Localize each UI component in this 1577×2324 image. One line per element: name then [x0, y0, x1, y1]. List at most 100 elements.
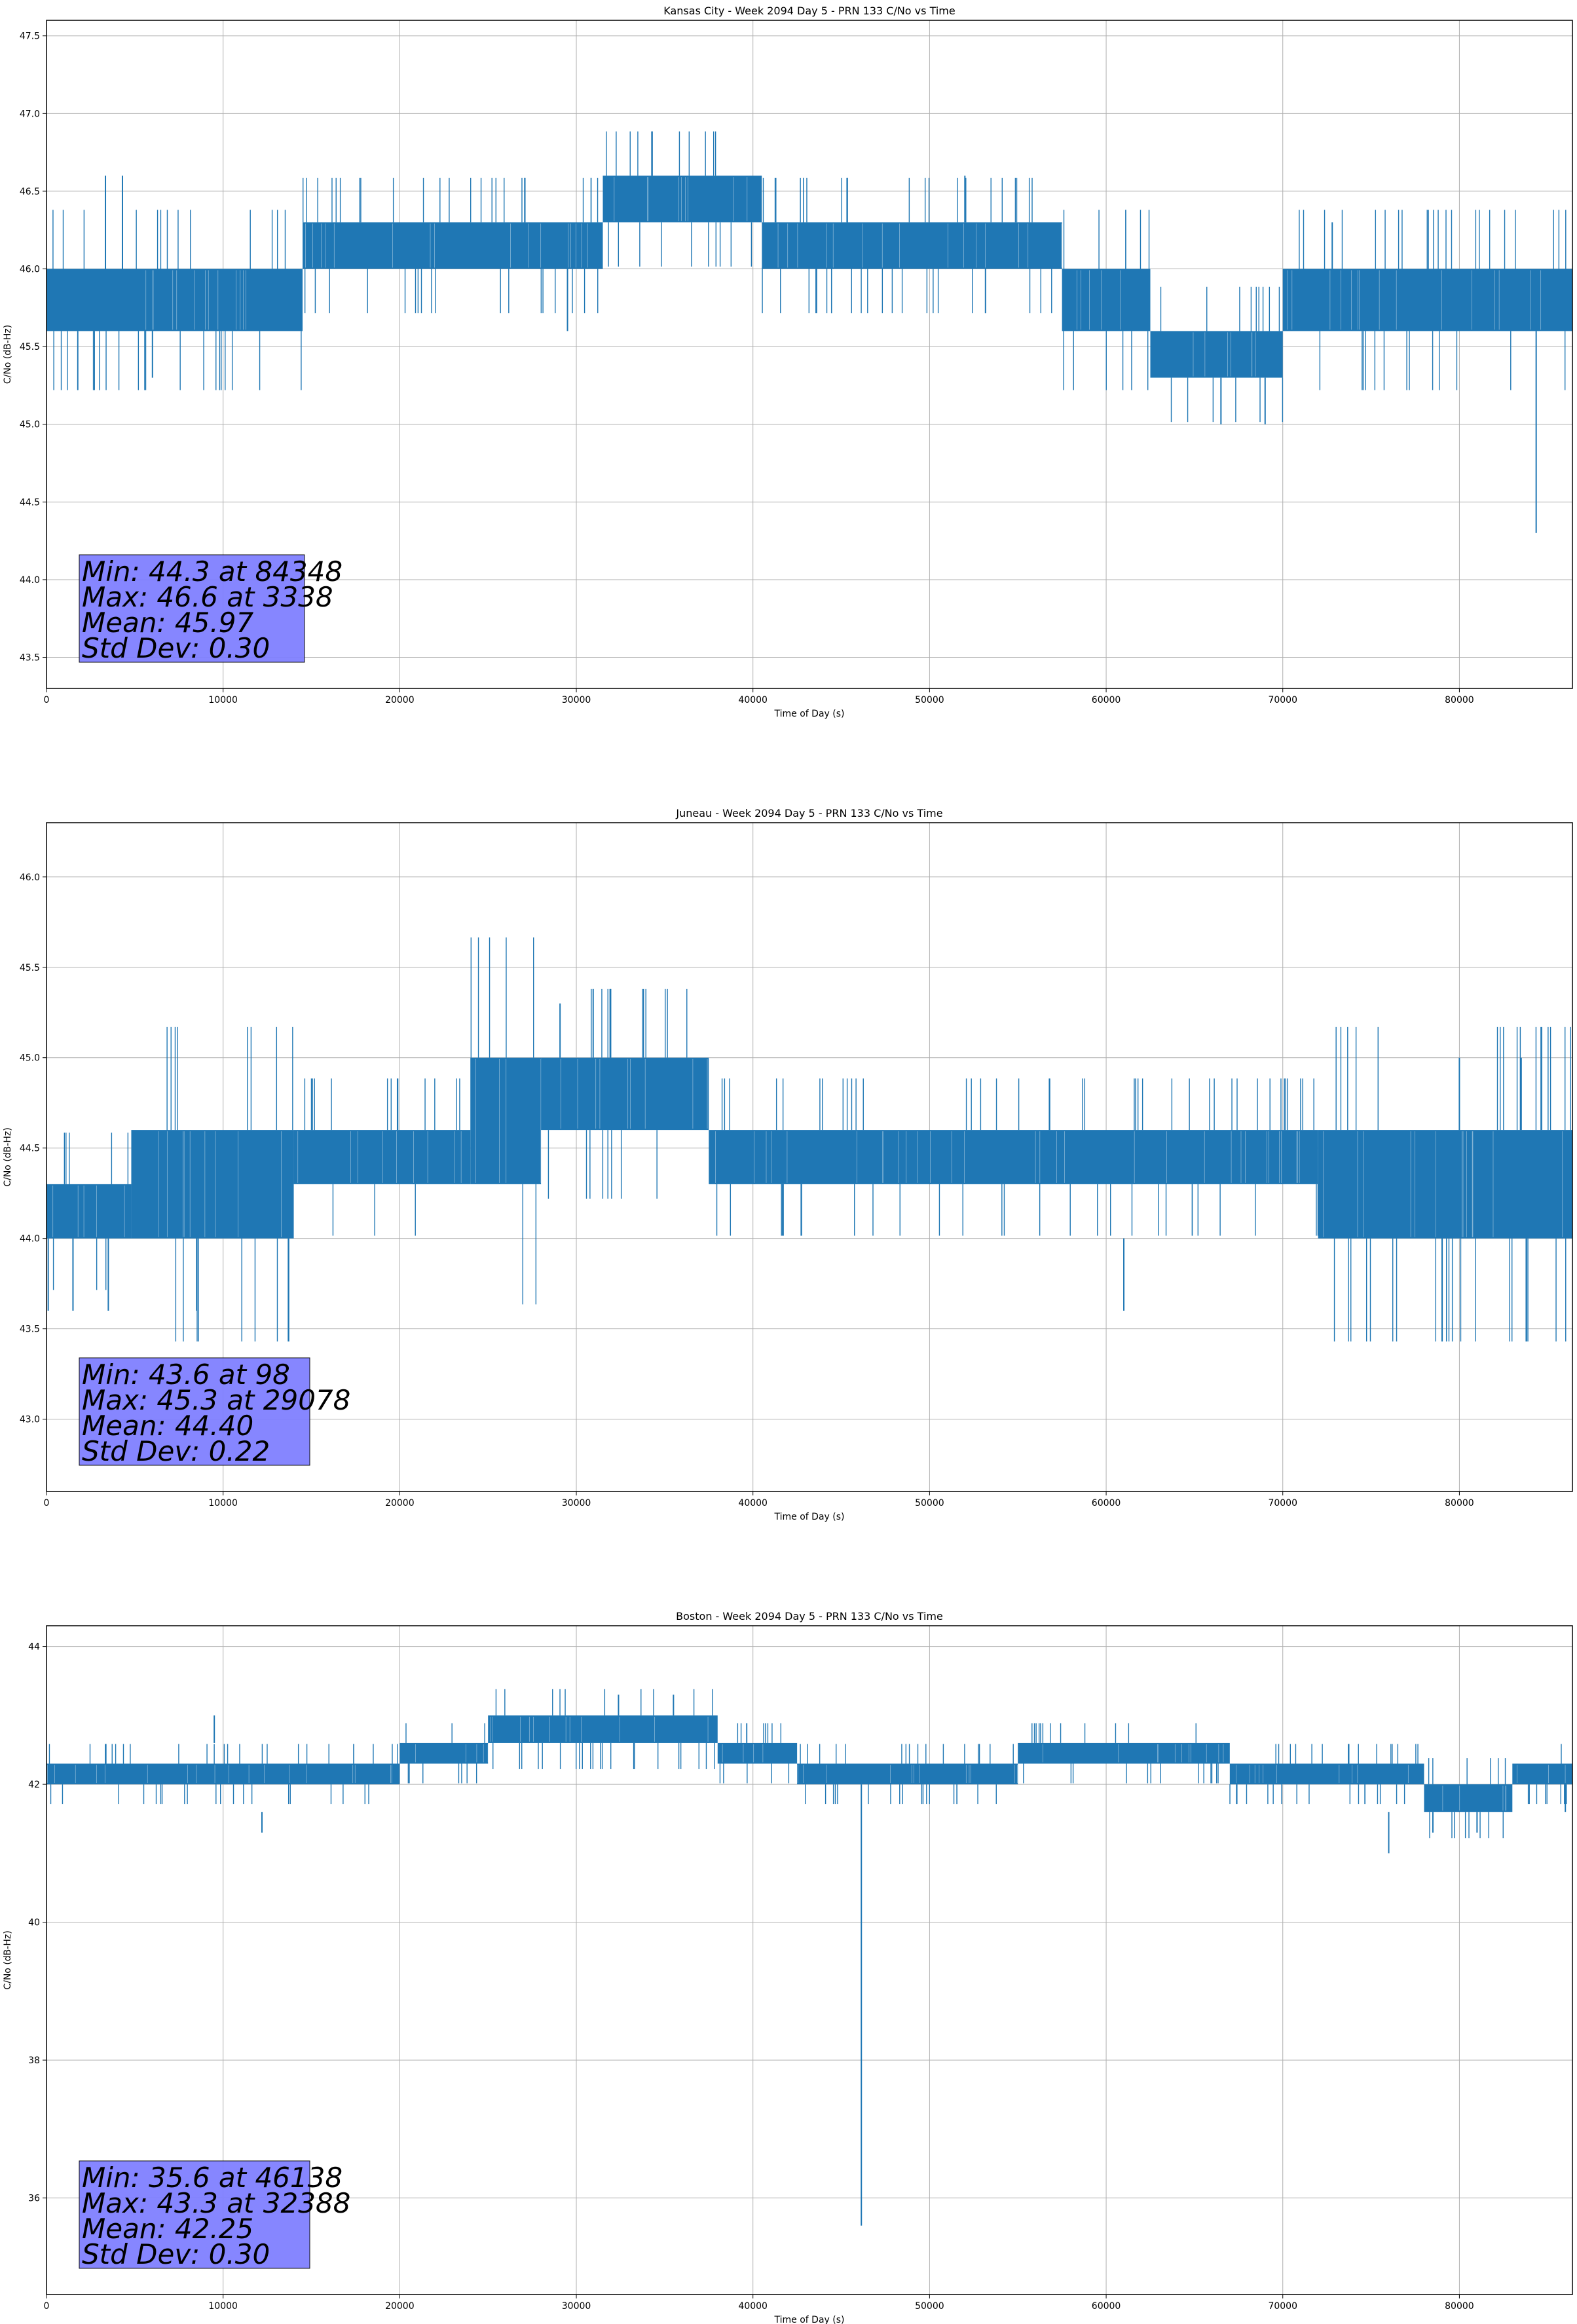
- y-tick-label: 45.0: [20, 420, 40, 430]
- data-band: [797, 1763, 1018, 1785]
- data-band: [1062, 269, 1151, 331]
- series-trace: [46, 131, 1572, 533]
- data-band: [131, 1130, 294, 1239]
- axes-frame: [46, 822, 1573, 1492]
- stats-line: Mean: 45.97: [82, 607, 253, 639]
- x-tick-label: 40000: [738, 695, 768, 705]
- y-tick-label: 36: [28, 2194, 40, 2204]
- stats-line: Max: 46.6 at 3338: [82, 581, 333, 613]
- y-axis: 36 38 40 42 44: [28, 1642, 46, 2204]
- y-tick-label: 47.0: [20, 109, 40, 119]
- y-tick-label: 45.0: [20, 1053, 40, 1064]
- x-tick-label: 80000: [1445, 2301, 1474, 2312]
- chart-panel-1: Kansas City - Week 2094 Day 5 - PRN 133 …: [3, 5, 1573, 719]
- stats-line: Mean: 44.40: [82, 1410, 253, 1442]
- stats-line: Max: 45.3 at 29078: [82, 1384, 350, 1416]
- x-tick-label: 20000: [385, 2301, 415, 2312]
- x-tick-label: 30000: [562, 1498, 591, 1509]
- data-band: [1512, 1763, 1572, 1785]
- stats-line: Std Dev: 0.30: [82, 632, 270, 664]
- x-tick-label: 70000: [1268, 695, 1297, 705]
- data-band: [717, 1742, 798, 1764]
- x-tick-label: 60000: [1092, 2301, 1121, 2312]
- chart-panel-2: Juneau - Week 2094 Day 5 - PRN 133 C/No …: [3, 807, 1573, 1522]
- x-tick-label: 10000: [208, 695, 238, 705]
- stats-box: [79, 2160, 310, 2269]
- y-tick-label: 44.5: [20, 1144, 40, 1154]
- y-axis-label: C/No (dB-Hz): [3, 1127, 13, 1186]
- x-tick-label: 50000: [915, 695, 944, 705]
- x-tick-label: 80000: [1445, 695, 1474, 705]
- series-trace: [46, 937, 1572, 1341]
- data-band: [488, 1715, 718, 1743]
- chart-title: Juneau - Week 2094 Day 5 - PRN 133 C/No …: [675, 807, 942, 819]
- x-axis-label: Time of Day (s): [774, 709, 845, 719]
- y-tick-label: 46.0: [20, 265, 40, 275]
- data-band: [1229, 1763, 1424, 1785]
- stats-box: [79, 1357, 310, 1466]
- y-axis-label: C/No (dB-Hz): [3, 325, 13, 384]
- data-band: [293, 1130, 471, 1184]
- x-tick-label: 30000: [562, 2301, 591, 2312]
- data-band: [709, 1130, 1318, 1184]
- data-band: [541, 1057, 709, 1131]
- data-band: [762, 222, 1062, 269]
- x-tick-label: 20000: [385, 695, 415, 705]
- stats-line: Mean: 42.25: [82, 2213, 253, 2245]
- y-tick-label: 38: [28, 2055, 40, 2066]
- data-band: [399, 1742, 489, 1764]
- x-axis-label: Time of Day (s): [774, 2315, 845, 2324]
- x-tick-label: 70000: [1268, 1498, 1297, 1509]
- chart-title: Kansas City - Week 2094 Day 5 - PRN 133 …: [663, 5, 955, 17]
- data-band: [1018, 1742, 1230, 1764]
- y-tick-label: 44.0: [20, 1234, 40, 1245]
- y-tick-label: 45.5: [20, 963, 40, 973]
- data-band: [46, 269, 303, 331]
- x-axis: 0 10000 20000 30000 40000 50000 60000 70000 8000…: [44, 1491, 1474, 1509]
- y-axis: 43.0 43.5 44.0 44.5 45.0 45.5 46.0: [20, 872, 46, 1425]
- x-axis: 0 10000 20000 30000 40000 50000 60000 70000 8000…: [44, 2295, 1474, 2312]
- y-tick-label: 43.5: [20, 653, 40, 664]
- x-tick-label: 60000: [1092, 1498, 1121, 1509]
- y-axis-label: C/No (dB-Hz): [3, 1930, 13, 1989]
- data-band: [470, 1057, 542, 1184]
- x-tick-label: 60000: [1092, 695, 1121, 705]
- stats-line: Std Dev: 0.30: [82, 2238, 270, 2270]
- x-tick-label: 70000: [1268, 2301, 1297, 2312]
- y-tick-label: 45.5: [20, 342, 40, 352]
- chart-panel-3: Boston - Week 2094 Day 5 - PRN 133 C/No …: [3, 1610, 1573, 2324]
- stats-line: Min: 44.3 at 84348: [82, 555, 343, 588]
- x-tick-label: 40000: [738, 1498, 768, 1509]
- y-tick-label: 46.5: [20, 187, 40, 197]
- x-axis-label: Time of Day (s): [774, 1512, 845, 1522]
- x-axis: 0 10000 20000 30000 40000 50000 60000 70000 8000…: [44, 688, 1474, 705]
- x-tick-label: 0: [44, 1498, 50, 1509]
- y-tick-label: 44.0: [20, 575, 40, 586]
- data-band: [46, 1184, 132, 1239]
- y-axis: 43.5 44.0 44.5 45.0 45.5 46.0 46.5 47.0 47.5: [20, 31, 46, 664]
- stats-line: Min: 35.6 at 46138: [82, 2162, 343, 2194]
- x-tick-label: 20000: [385, 1498, 415, 1509]
- y-tick-label: 43.5: [20, 1324, 40, 1335]
- x-tick-label: 80000: [1445, 1498, 1474, 1509]
- data-band: [1318, 1130, 1572, 1239]
- y-tick-label: 44: [28, 1642, 40, 1653]
- y-tick-label: 46.0: [20, 872, 40, 883]
- x-tick-label: 0: [44, 2301, 50, 2312]
- stats-line: Std Dev: 0.22: [82, 1435, 270, 1467]
- data-band: [1150, 331, 1283, 378]
- y-tick-label: 40: [28, 1918, 40, 1928]
- y-tick-label: 42: [28, 1780, 40, 1790]
- x-tick-label: 40000: [738, 2301, 768, 2312]
- x-tick-label: 10000: [208, 1498, 238, 1509]
- data-band: [1282, 269, 1572, 331]
- axes-frame: [46, 20, 1573, 689]
- stats-line: Max: 43.3 at 32388: [82, 2187, 350, 2219]
- x-tick-label: 10000: [208, 2301, 238, 2312]
- data-band: [1424, 1784, 1513, 1812]
- x-tick-label: 50000: [915, 1498, 944, 1509]
